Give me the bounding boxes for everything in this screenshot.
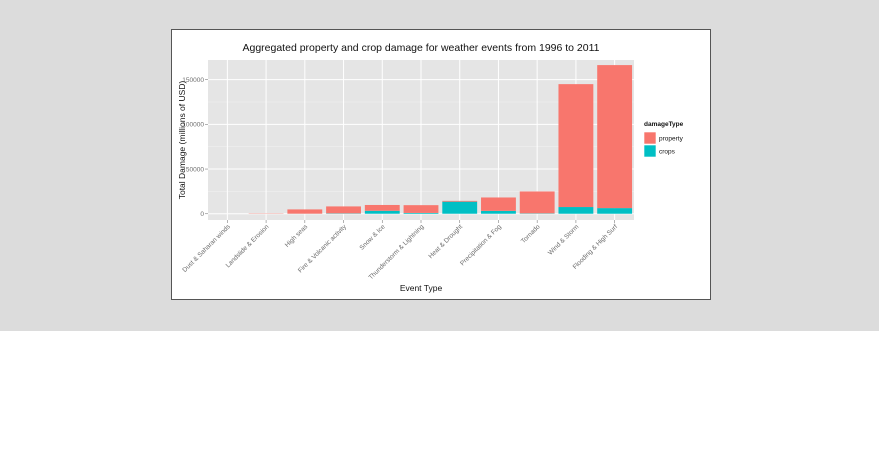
- bar-property: [481, 197, 516, 211]
- bar-crops: [597, 208, 633, 214]
- bar-property: [597, 65, 633, 209]
- x-tick-label: Precipitation & Fog: [459, 223, 503, 267]
- x-axis-title: Event Type: [400, 283, 443, 293]
- bar-crops: [403, 212, 439, 214]
- bar-property: [558, 84, 594, 208]
- y-tick-label: 0: [200, 211, 204, 218]
- chart-figure: 0 50000 100000 150000 Dust & Saharan winds La…: [171, 29, 711, 300]
- legend-swatch-crops: [643, 144, 657, 158]
- y-axis-title: Total Damage (millions of USD): [177, 81, 187, 200]
- x-tick-label: Snow & Ice: [358, 223, 386, 251]
- bar-property: [442, 200, 478, 202]
- legend-label-property: property: [659, 136, 684, 143]
- x-tick-label: Wind & Storm: [547, 223, 580, 256]
- chart-title: Aggregated property and crop damage for …: [242, 42, 599, 54]
- bar-property: [403, 205, 439, 213]
- bar-property: [364, 204, 400, 211]
- bar-crops: [364, 210, 400, 214]
- y-tick-label: 150000: [182, 77, 204, 84]
- legend-label-crops: crops: [659, 149, 676, 156]
- legend-swatch-property: [643, 131, 657, 145]
- x-tick-label: High seas: [284, 223, 310, 249]
- y-tick-label: 100000: [182, 122, 204, 129]
- x-tick-label: Dust & Saharan winds: [181, 223, 232, 274]
- legend-title: damageType: [644, 121, 684, 128]
- bar-crops: [442, 201, 478, 214]
- bar-crops: [558, 207, 594, 214]
- x-tick-label: Heat & Drought: [428, 223, 465, 260]
- x-tick-label: Flooding & High Surf: [572, 223, 619, 270]
- x-tick-label: Tornado: [520, 223, 542, 245]
- y-tick-label: 50000: [186, 166, 204, 173]
- bar-property: [519, 191, 555, 214]
- bar-property: [326, 206, 361, 214]
- bar-property: [287, 209, 323, 214]
- stacked-bar-chart: 0 50000 100000 150000 Dust & Saharan windsLa…: [177, 42, 684, 293]
- bar-crops: [481, 210, 516, 214]
- x-tick-label: Landslide & Erosion: [225, 223, 271, 269]
